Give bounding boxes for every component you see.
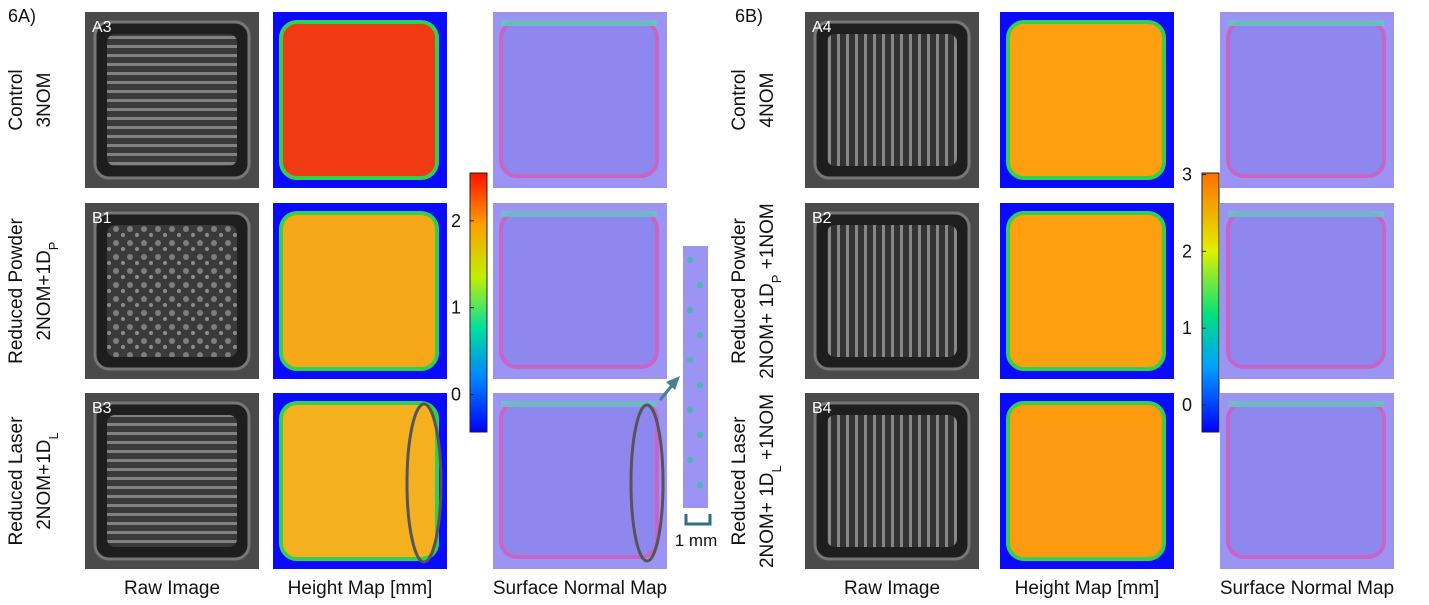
recipe-text: 2NOM+ 1D xyxy=(757,472,778,568)
row-name: Reduced Laser xyxy=(6,416,27,546)
colorbar-tick-label: 2 xyxy=(1182,241,1192,261)
row-recipe: 2NOM+ 1DL +1NOM xyxy=(757,394,784,568)
height-map-part xyxy=(1008,22,1164,178)
normal-map-edge xyxy=(1228,211,1384,217)
normal-map-part xyxy=(1228,22,1384,176)
zoom-feature xyxy=(687,257,693,263)
sample-tag: A4 xyxy=(812,19,832,36)
scale-bar xyxy=(686,514,710,524)
column-label: Raw Image xyxy=(844,578,940,599)
colorbar xyxy=(470,173,487,432)
column-label: Height Map [mm] xyxy=(288,578,433,599)
colorbar xyxy=(1202,173,1219,432)
zoom-feature xyxy=(687,307,693,313)
normal-map-edge xyxy=(501,401,657,407)
recipe-sub: L xyxy=(46,432,61,439)
row-recipe: 3NOM xyxy=(34,73,55,128)
recipe-sub: L xyxy=(769,465,784,472)
colorbar-tick-label: 1 xyxy=(451,298,461,318)
row-label: Reduced Powder xyxy=(729,217,750,363)
raw-image-surface xyxy=(827,415,957,547)
colorbar-tick-label: 0 xyxy=(451,385,461,405)
row-label: Reduced Powder xyxy=(6,217,27,363)
row-recipe: 2NOM+1DP xyxy=(34,242,61,341)
sample-tag: B1 xyxy=(92,210,112,227)
sample-tag: B2 xyxy=(812,210,832,227)
normal-map-edge xyxy=(1228,20,1384,26)
raw-image-surface xyxy=(107,415,237,547)
zoom-feature xyxy=(697,332,703,338)
recipe-text: 2NOM+1D xyxy=(34,250,55,340)
normal-map-edge xyxy=(501,211,657,217)
normal-map-part xyxy=(1228,403,1384,557)
height-map-part xyxy=(281,22,437,178)
row-name: Control xyxy=(6,69,27,130)
raw-image-surface xyxy=(827,225,957,357)
scale-bar-label: 1 mm xyxy=(675,531,718,550)
sample-tag: A3 xyxy=(92,19,112,36)
recipe-text: 2NOM+ 1D xyxy=(757,283,778,379)
recipe-tail: +1NOM xyxy=(757,394,778,465)
recipe-sub: P xyxy=(46,242,61,251)
row-label: Control xyxy=(6,69,27,130)
panel-label: 6B) xyxy=(735,6,763,26)
panel-label: 6A) xyxy=(8,6,36,26)
colorbar-tick-label: 0 xyxy=(1182,395,1192,415)
zoom-feature xyxy=(697,482,703,488)
height-map-part xyxy=(1008,213,1164,369)
row-name: Reduced Laser xyxy=(729,416,750,546)
row-label: Reduced Laser xyxy=(6,416,27,546)
normal-map-edge xyxy=(501,20,657,26)
column-label: Surface Normal Map xyxy=(493,578,667,599)
height-map-part xyxy=(281,213,437,369)
sample-tag: B3 xyxy=(92,400,112,417)
row-name: Reduced Powder xyxy=(729,217,750,363)
colorbar-tick-label: 3 xyxy=(1182,165,1192,185)
normal-map-part xyxy=(501,213,657,367)
recipe-sub: P xyxy=(769,275,784,284)
normal-map-edge xyxy=(1228,401,1384,407)
recipe-text: 4NOM xyxy=(757,73,778,128)
colorbar-tick-label: 2 xyxy=(451,211,461,231)
recipe-tail: +1NOM xyxy=(757,203,778,274)
raw-image-surface xyxy=(107,34,237,166)
normal-map-part xyxy=(501,22,657,176)
figure: 6A)A3Control3NOMB1Reduced Powder2NOM+1DP… xyxy=(0,0,1429,600)
column-label: Raw Image xyxy=(124,578,220,599)
row-label: Control xyxy=(729,69,750,130)
row-recipe: 2NOM+ 1DP +1NOM xyxy=(757,203,784,379)
normal-map-part xyxy=(1228,213,1384,367)
recipe-text: 3NOM xyxy=(34,73,55,128)
row-recipe: 4NOM xyxy=(757,73,778,128)
raw-image-surface xyxy=(827,34,957,166)
row-name: Control xyxy=(729,69,750,130)
column-label: Height Map [mm] xyxy=(1015,578,1160,599)
zoom-feature xyxy=(697,382,703,388)
zoom-feature xyxy=(687,407,693,413)
column-label: Surface Normal Map xyxy=(1220,578,1394,599)
zoom-feature xyxy=(687,357,693,363)
height-map-part xyxy=(1008,403,1164,559)
zoom-feature xyxy=(697,432,703,438)
row-name: Reduced Powder xyxy=(6,217,27,363)
colorbar-tick-label: 1 xyxy=(1182,318,1192,338)
row-label: Reduced Laser xyxy=(729,416,750,546)
row-recipe: 2NOM+1DL xyxy=(34,432,61,530)
recipe-text: 2NOM+1D xyxy=(34,439,55,529)
zoom-feature xyxy=(697,282,703,288)
zoom-strip xyxy=(683,246,708,508)
sample-tag: B4 xyxy=(812,400,832,417)
zoom-feature xyxy=(687,457,693,463)
raw-image-surface xyxy=(107,225,237,357)
